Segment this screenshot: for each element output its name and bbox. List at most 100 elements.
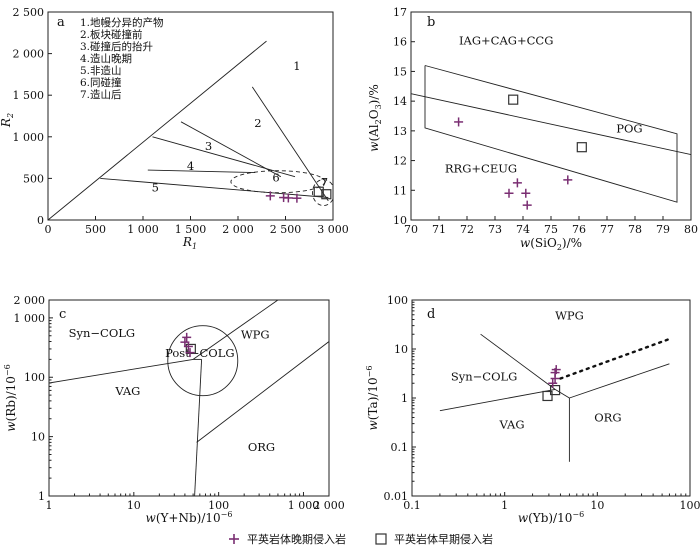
late-intrusion-point [563,175,573,185]
y-tick-label: 2 000 [13,48,45,61]
x-tick-label: 80 [684,223,698,236]
late-intrusion-point [454,117,464,127]
x-tick-label: 0 [45,223,52,236]
x-tick-label: 71 [432,223,446,236]
field-label: 6 [272,171,279,185]
field-label: 2 [254,116,261,130]
x-tick-label: 78 [628,223,642,236]
legend-early-label: 平英岩体早期侵入岩 [394,533,493,546]
field-label: ORG [248,440,275,454]
panel-c-label: c [59,307,66,322]
dotted-trend-line [559,337,671,380]
y-tick-label: 100 [24,371,45,384]
panel-a-legend-item: 5.非造山 [80,64,122,77]
y-tick-label: 16 [393,36,407,49]
x-tick-label: 500 [85,223,106,236]
y-tick-label: 2 000 [14,294,46,307]
panel-a-legend-item: 2.板块碰撞前 [80,28,143,41]
panel-b-xlabel: w(SiO2)/% [520,236,582,252]
panel-d-xlabel: w(Yb)/10−6 [518,510,584,525]
field-label: RRG+CEUG [445,161,517,175]
x-tick-label: 100 [208,499,229,512]
panel-a-legend-item: 1.地幔分异的产物 [80,16,164,29]
square-marker-icon [375,533,387,545]
y-tick-label: 0 [37,214,44,227]
y-tick-label: 100 [387,294,408,307]
panel-a-legend-item: 7.造山后 [80,88,122,101]
y-tick-label: 15 [393,65,407,78]
field-boundary [180,121,282,178]
y-tick-label: 1 [38,490,45,503]
field-label: Syn−COLG [451,369,517,383]
early-intrusion-point [185,343,196,355]
panel-a-field-lines [48,40,333,220]
panel-b-field-lines [411,65,691,203]
early-intrusion-point [549,384,561,396]
field-boundary [194,359,203,496]
field-boundary [411,93,691,156]
late-intrusion-point [521,188,531,198]
x-tick-label: 1 [46,499,53,512]
panel-b-plot: 70 71 72 73 74 75 76 77 78 79 80 10 11 12 13 14 15 16 17 IA… [393,6,698,236]
legend-late-label: 平英岩体晚期侵入岩 [247,533,346,546]
x-tick-label: 76 [572,223,586,236]
late-intrusion-point [522,200,532,210]
field-label: 1 [293,59,300,73]
field-label: Post−COLG [165,346,234,360]
y-tick-label: 0.01 [384,490,409,503]
y-tick-label: 2 500 [13,6,45,19]
panel-d-label: d [427,307,435,322]
late-intrusion-point [512,178,522,188]
y-tick-label: 11 [393,184,407,197]
y-tick-label: 14 [393,95,407,108]
field-label: Syn−COLG [69,326,135,340]
y-tick-label: 10 [394,343,408,356]
legend-bar: 平英岩体晚期侵入岩 平英岩体早期侵入岩 [0,530,700,548]
field-label: ORG [594,411,621,425]
field-boundary [100,177,329,198]
early-intrusion-point [542,390,553,402]
x-tick-label: 2 000 [313,499,345,512]
early-intrusion-point [508,94,519,105]
field-boundary [569,363,670,399]
field-6-outline [230,170,326,194]
panel-c-ylabel: w(Rb)/10−6 [3,364,18,431]
panel-c-field-lines [49,300,329,496]
field-label: 5 [152,181,159,195]
x-tick-label: 75 [544,223,558,236]
field-boundary [147,169,256,174]
field-label: IAG+CAG+CCG [459,34,553,48]
field-boundary [192,300,279,360]
panel-b-label: b [427,15,435,30]
x-tick-label: 1 500 [175,223,207,236]
y-tick-label: 0.1 [391,441,409,454]
x-tick-label: 79 [656,223,670,236]
late-intrusion-point [551,365,561,375]
panel-a-plot: 0 500 1 000 1 500 2 000 2 500 3 000 0 500 1 000 1 … [13,6,349,236]
x-tick-label: 2 000 [222,223,254,236]
x-tick-label: 74 [516,223,530,236]
panel-a-legend: 1.地幔分异的产物 2.板块碰撞前 3.碰撞后的抬升 4.造山晚期 5.非造山 … [80,16,164,101]
x-tick-label: 100 [680,499,700,512]
field-boundary [49,358,194,384]
y-tick-label: 1 000 [13,131,45,144]
field-label: WPG [555,308,584,322]
field-label: WPG [241,327,270,341]
early-intrusion-point [321,189,332,200]
late-intrusion-point [182,332,192,342]
panel-a-label: a [57,15,65,30]
field-boundary [196,341,329,443]
post-colg-circle [167,325,239,397]
x-tick-label: 0.1 [403,499,421,512]
field-label: VAG [498,417,524,431]
x-tick-label: 3 000 [317,223,349,236]
field-boundary [480,333,556,390]
y-tick-label: 1 500 [13,89,45,102]
field-7-outline [312,179,333,206]
y-tick-label: 10 [31,431,45,444]
late-intrusion-point [548,378,558,388]
y-tick-label: 12 [393,155,407,168]
field-boundary [48,40,267,220]
x-tick-label: 73 [488,223,502,236]
